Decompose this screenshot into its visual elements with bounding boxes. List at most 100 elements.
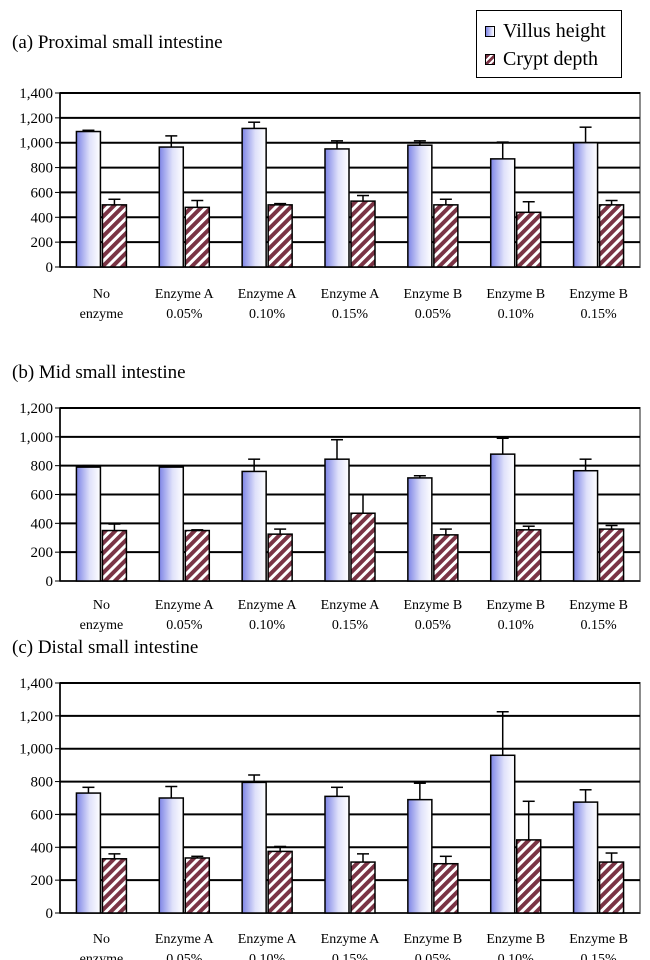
x-tick-label: Enzyme A (238, 598, 298, 613)
y-tick-label: 1,000 (19, 742, 53, 758)
y-tick-label: 600 (31, 185, 54, 201)
x-tick-label: 0.15% (580, 952, 617, 960)
x-tick-label: Enzyme A (238, 287, 298, 302)
bar-crypt-depth (102, 205, 126, 267)
x-tick-label: Enzyme B (569, 287, 628, 302)
bar-crypt-depth (517, 530, 541, 581)
bar-villus-height (325, 149, 349, 267)
x-tick-label: 0.10% (249, 618, 286, 633)
bar-crypt-depth (185, 531, 209, 581)
y-tick-label: 600 (31, 488, 54, 504)
bar-crypt-depth (600, 529, 624, 581)
bar-villus-height (76, 793, 100, 913)
x-tick-label: No (93, 598, 110, 613)
x-tick-label: Enzyme B (403, 287, 462, 302)
y-tick-label: 1,200 (19, 401, 53, 417)
x-tick-label: 0.10% (498, 952, 535, 960)
x-tick-label: Enzyme A (321, 287, 381, 302)
legend-entry-crypt: Crypt depth (485, 48, 598, 71)
x-tick-label: 0.10% (249, 952, 286, 960)
bar-crypt-depth (434, 535, 458, 581)
bar-villus-height (76, 132, 100, 267)
y-tick-label: 1,200 (19, 111, 53, 127)
bar-crypt-depth (351, 201, 375, 267)
bar-villus-height (491, 454, 515, 581)
x-tick-label: Enzyme A (155, 932, 215, 947)
x-tick-label: 0.15% (332, 618, 369, 633)
bar-crypt-depth (102, 531, 126, 581)
chart-title: (b) Mid small intestine (12, 362, 186, 383)
x-tick-label: Enzyme A (321, 598, 381, 613)
chart-panel-2: (b) Mid small intestine 0 200 400 600 800 1,00… (12, 362, 640, 633)
x-tick-label: 0.10% (249, 307, 286, 322)
legend-swatch-villus (485, 26, 495, 37)
bar-crypt-depth (434, 205, 458, 267)
bar-crypt-depth (268, 205, 292, 267)
bar-crypt-depth (434, 864, 458, 913)
bar-crypt-depth (600, 205, 624, 267)
bar-villus-height (242, 782, 266, 913)
x-tick-label: 0.10% (498, 307, 535, 322)
legend-label-villus: Villus height (503, 20, 606, 43)
x-tick-label: No (93, 932, 110, 947)
y-tick-label: 1,000 (19, 430, 53, 446)
x-tick-label: 0.15% (332, 952, 369, 960)
x-tick-label: 0.05% (415, 952, 452, 960)
x-tick-label: Enzyme B (569, 598, 628, 613)
bar-villus-height (159, 798, 183, 913)
bar-villus-height (491, 755, 515, 913)
y-tick-label: 1,400 (19, 86, 53, 102)
y-tick-label: 800 (31, 775, 54, 791)
y-tick-label: 200 (31, 873, 54, 889)
bar-villus-height (574, 471, 598, 581)
chart-panel-3: (c) Distal small intestine 0 200 400 600 800 1… (12, 637, 640, 960)
y-tick-label: 1,400 (19, 676, 53, 692)
bar-crypt-depth (517, 212, 541, 267)
x-tick-label: 0.15% (580, 618, 617, 633)
x-tick-label: 0.05% (166, 307, 203, 322)
chart-title: (a) Proximal small intestine (12, 32, 223, 53)
bar-villus-height (159, 467, 183, 581)
bar-crypt-depth (517, 840, 541, 913)
y-tick-label: 400 (31, 210, 54, 226)
x-tick-label: 0.15% (332, 307, 369, 322)
x-tick-label: Enzyme A (238, 932, 298, 947)
bar-villus-height (408, 478, 432, 581)
bar-crypt-depth (600, 862, 624, 913)
bar-villus-height (408, 145, 432, 267)
bar-villus-height (325, 459, 349, 581)
plot-frame (60, 683, 640, 913)
x-tick-label: 0.10% (498, 618, 535, 633)
x-tick-label: Enzyme A (155, 598, 215, 613)
bar-crypt-depth (351, 513, 375, 581)
bar-crypt-depth (185, 858, 209, 913)
chart-legend: Villus height Crypt depth (476, 10, 622, 78)
bar-villus-height (242, 128, 266, 267)
y-tick-label: 200 (31, 235, 54, 251)
chart-title: (c) Distal small intestine (12, 637, 198, 658)
bar-villus-height (325, 796, 349, 913)
y-tick-label: 0 (46, 906, 54, 922)
x-tick-label: 0.15% (580, 307, 617, 322)
x-tick-label: No (93, 287, 110, 302)
x-tick-label: enzyme (80, 952, 124, 960)
x-tick-label: Enzyme B (403, 932, 462, 947)
bar-villus-height (574, 802, 598, 913)
x-tick-label: enzyme (80, 307, 124, 322)
x-tick-label: Enzyme B (569, 932, 628, 947)
bar-villus-height (242, 471, 266, 581)
bar-crypt-depth (351, 862, 375, 913)
x-tick-label: Enzyme A (321, 932, 381, 947)
x-tick-label: Enzyme B (486, 287, 545, 302)
bar-villus-height (76, 467, 100, 581)
bar-crypt-depth (268, 851, 292, 913)
y-tick-label: 1,200 (19, 709, 53, 725)
bar-villus-height (159, 147, 183, 267)
x-tick-label: 0.05% (166, 618, 203, 633)
y-tick-label: 600 (31, 807, 54, 823)
bar-crypt-depth (185, 207, 209, 267)
x-tick-label: 0.05% (415, 307, 452, 322)
legend-swatch-crypt (485, 54, 495, 65)
y-tick-label: 0 (46, 260, 54, 276)
